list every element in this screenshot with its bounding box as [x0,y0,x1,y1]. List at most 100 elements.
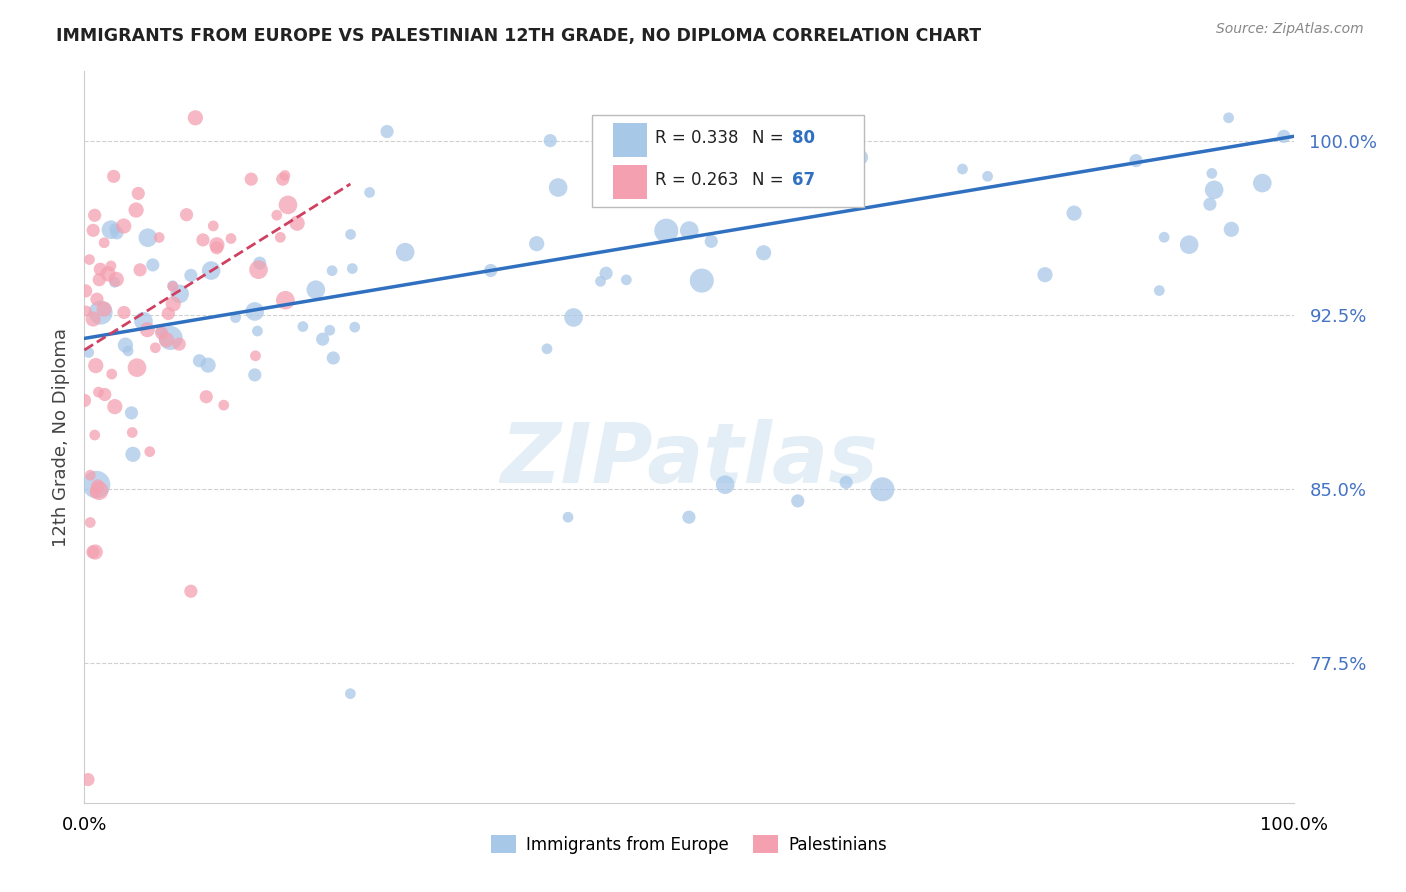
Point [100,259,122,273]
Text: N =: N = [752,128,789,147]
Point [202,219,225,233]
Point [285,216,308,230]
Point [375,124,398,138]
Point [129,262,152,277]
Point [139,444,162,458]
Point [547,180,569,194]
Point [176,208,198,222]
Point [536,342,558,356]
Point [240,172,263,186]
Point [312,332,335,346]
Point [87,479,110,493]
Point [89,262,111,277]
Point [778,172,800,186]
Point [167,337,190,351]
Point [169,286,191,301]
Point [75,304,97,318]
Point [136,323,159,337]
Point [219,231,242,245]
Point [112,305,135,319]
Point [100,223,122,237]
Point [1204,183,1226,197]
Point [225,310,247,325]
Point [291,319,314,334]
Point [180,584,202,599]
Point [700,235,723,249]
Point [1153,230,1175,244]
Point [188,353,211,368]
Point [247,262,270,277]
Point [122,447,145,461]
Legend: Immigrants from Europe, Palestinians: Immigrants from Europe, Palestinians [484,829,894,860]
Point [86,292,108,306]
Point [842,186,865,200]
Point [243,304,266,318]
Point [157,307,180,321]
Point [249,256,271,270]
Point [97,267,120,281]
Point [1199,197,1222,211]
Point [114,338,136,352]
Point [104,221,127,235]
Point [162,279,184,293]
Point [714,477,737,491]
Point [526,236,548,251]
Point [136,230,159,244]
Point [82,312,104,326]
Point [562,310,585,325]
Point [73,393,96,408]
Point [112,219,135,233]
Point [1220,222,1243,236]
Point [162,278,184,293]
Point [835,475,858,490]
Point [479,263,502,277]
Point [243,368,266,382]
Point [1033,268,1056,282]
Point [394,245,416,260]
Point [75,284,97,298]
Point [82,545,104,559]
Point [180,268,202,283]
Text: Source: ZipAtlas.com: Source: ZipAtlas.com [1216,22,1364,37]
Point [322,351,344,365]
Point [271,172,294,186]
Point [93,302,115,317]
Point [89,273,111,287]
Point [849,150,872,164]
Point [359,186,381,200]
Point [339,227,361,242]
FancyBboxPatch shape [613,165,647,199]
Point [100,367,122,381]
Point [342,261,364,276]
Point [589,274,612,288]
Point [319,323,342,337]
Point [269,230,291,244]
Point [148,230,170,244]
Point [162,297,184,311]
Point [197,358,219,372]
Point [117,343,139,358]
Point [655,224,678,238]
Point [86,477,108,491]
Point [786,494,808,508]
Point [205,241,228,255]
Point [1178,237,1201,252]
Point [1272,129,1295,144]
Point [952,162,974,177]
Text: 67: 67 [792,171,815,189]
Point [87,385,110,400]
Point [212,398,235,412]
Text: ZIPatlas: ZIPatlas [501,418,877,500]
Point [105,272,128,286]
Point [150,326,173,340]
Point [191,233,214,247]
Point [557,510,579,524]
Point [105,226,128,240]
Point [125,360,148,375]
Point [149,324,172,338]
Point [94,387,117,401]
Y-axis label: 12th Grade, No Diploma: 12th Grade, No Diploma [52,327,70,547]
Point [103,275,125,289]
Point [245,349,267,363]
Point [77,345,100,359]
